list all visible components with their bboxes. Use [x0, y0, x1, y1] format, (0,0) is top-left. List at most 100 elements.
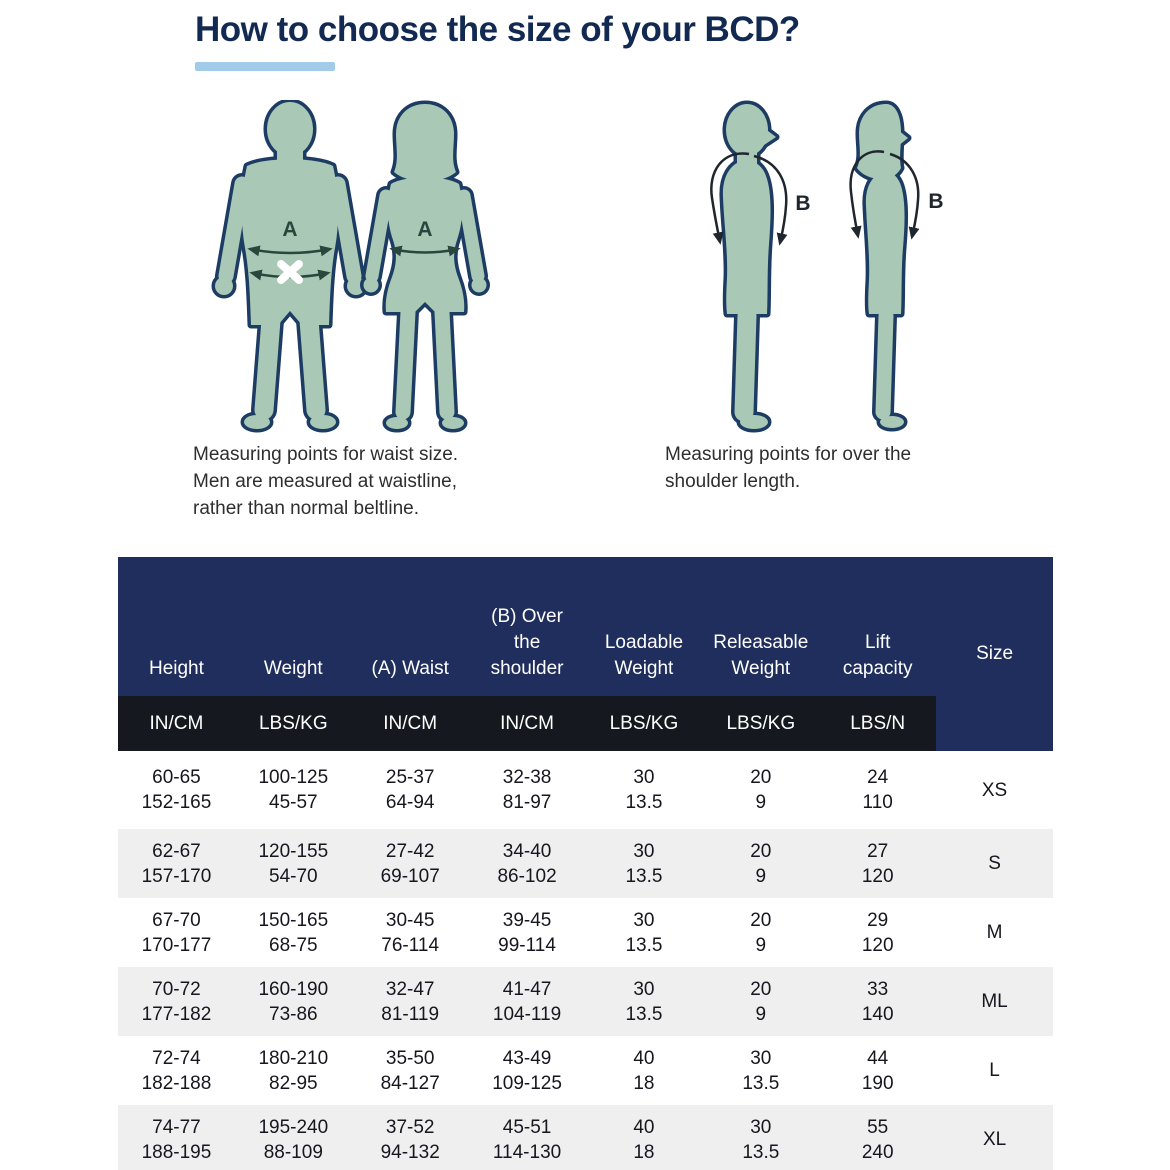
table-row: 74-77 188-195 195-240 88-109 37-52 94-132 45-5…	[118, 1105, 1053, 1170]
units-row: IN/CM LBS/KG IN/CM IN/CM LBS/KG LBS/KG L…	[118, 696, 1053, 751]
size-cell: XL	[982, 1129, 1007, 1150]
table-cell: 35-50 84-127	[380, 1047, 440, 1094]
column-header-lift-capacity: Lift capacity	[819, 557, 937, 696]
table-cell: 25-37 64-94	[385, 767, 435, 813]
unit-header-lift-capacity: LBS/N	[819, 696, 937, 751]
waist-figures-illustration: A A	[211, 100, 490, 433]
table-cell: 20 9	[750, 767, 772, 813]
waist-label-a-female: A	[417, 218, 432, 241]
table-cell: 30 13.5	[625, 840, 663, 887]
unit-header-loadable-weight: LBS/KG	[585, 696, 703, 751]
female-front-figure-fill	[363, 104, 487, 429]
table-cell: 67-70 170-177	[141, 909, 212, 956]
table-cell: 120-155 54-70	[258, 840, 329, 887]
waist-measure-figure: A A	[190, 100, 520, 437]
table-cell: 20 9	[750, 978, 772, 1025]
table-cell: 100-125 45-57	[258, 767, 329, 813]
caption-shoulder: Measuring points for over the shoulder l…	[665, 441, 975, 495]
title-underline	[195, 62, 335, 71]
shoulder-arc-front-male	[753, 154, 788, 246]
table-cell: 180-210 82-95	[258, 1047, 329, 1094]
table-cell: 20 9	[750, 840, 772, 887]
waist-label-a-male: A	[282, 218, 297, 241]
column-header-waist: (A) Waist	[351, 557, 469, 696]
unit-header-releasable-weight: LBS/KG	[702, 696, 820, 751]
caption-waist-line: Measuring points for waist size.	[193, 444, 459, 465]
table-row: 60-65 152-165 100-125 45-57 25-37 64-94 32-38 8…	[118, 751, 1053, 829]
table-cell: 27-42 69-107	[380, 840, 440, 887]
column-header-row: Height Weight (A) Waist (B) Over the sho…	[118, 557, 1053, 751]
shoulder-label-b-female: B	[928, 190, 943, 213]
table-cell: 30 13.5	[742, 1116, 780, 1163]
table-cell: 37-52 94-132	[380, 1116, 440, 1163]
column-header-size: Size	[936, 557, 1053, 751]
male-side-figure-fill	[722, 104, 776, 429]
table-cell: 27 120	[861, 840, 894, 887]
table-row: 72-74 182-188 180-210 82-95 35-50 84-127 43-49…	[118, 1036, 1053, 1105]
table-cell: 70-72 177-182	[141, 978, 212, 1025]
table-cell: 40 18	[633, 1047, 655, 1094]
table-row: 70-72 177-182 160-190 73-86 32-47 81-119 41-47…	[118, 967, 1053, 1036]
caption-shoulder-line: shoulder length.	[665, 471, 801, 492]
table-cell: 34-40 86-102	[497, 840, 557, 887]
column-header-height: Height	[118, 557, 235, 696]
table-cell: 30 13.5	[625, 767, 663, 813]
shoulder-measure-figure: B B	[650, 100, 980, 437]
table-cell: 32-47 81-119	[381, 978, 440, 1025]
table-cell: 45-51 114-130	[492, 1116, 562, 1163]
waist-arrow-male	[247, 245, 333, 257]
page-title: How to choose the size of your BCD?	[195, 10, 800, 49]
caption-waist: Measuring points for waist size. Men are…	[193, 441, 533, 522]
size-cell: M	[986, 922, 1003, 943]
table-cell: 74-77 188-195	[141, 1116, 212, 1163]
column-header-releasable-weight: Releasable Weight	[702, 557, 820, 696]
unit-header-weight: LBS/KG	[234, 696, 352, 751]
table-cell: 24 110	[862, 767, 893, 813]
shoulder-figures-illustration: B B	[710, 100, 944, 433]
unit-header-shoulder: IN/CM	[468, 696, 586, 751]
table-cell: 41-47 104-119	[492, 978, 562, 1025]
size-cell: L	[989, 1060, 1000, 1081]
table-cell: 62-67 157-170	[141, 840, 212, 887]
table-cell: 30 13.5	[625, 978, 663, 1025]
table-cell: 30-45 76-114	[381, 909, 440, 956]
caption-waist-line: Men are measured at waistline,	[193, 471, 458, 492]
shoulder-arc-front-female	[889, 152, 920, 240]
table-cell: 195-240 88-109	[258, 1116, 329, 1163]
table-cell: 150-165 68-75	[258, 909, 329, 956]
table-cell: 160-190 73-86	[258, 978, 329, 1025]
shoulder-arc-back-female	[849, 150, 885, 239]
waist-arrow-female	[389, 245, 461, 257]
table-cell: 30 13.5	[625, 909, 663, 956]
table-row: 62-67 157-170 120-155 54-70 27-42 69-107 34-40…	[118, 829, 1053, 898]
male-front-figure-fill	[215, 102, 365, 429]
unit-header-waist: IN/CM	[351, 696, 469, 751]
table-cell: 55 240	[861, 1116, 894, 1163]
table-cell: 72-74 182-188	[141, 1047, 212, 1094]
table-cell: 32-38 81-97	[502, 767, 552, 813]
table-cell: 20 9	[750, 909, 772, 956]
shoulder-label-b-male: B	[795, 192, 810, 215]
beltline-x-icon	[277, 260, 303, 284]
column-header-loadable-weight: Loadable Weight	[585, 557, 703, 696]
caption-shoulder-line: Measuring points for over the	[665, 444, 912, 465]
size-cell: XS	[981, 779, 1008, 801]
unit-header-height: IN/CM	[118, 696, 235, 751]
table-row: 67-70 170-177 150-165 68-75 30-45 76-114 39-45…	[118, 898, 1053, 967]
size-cell: S	[988, 853, 1001, 874]
size-table: Height Weight (A) Waist (B) Over the sho…	[118, 557, 1053, 1170]
table-cell: 29 120	[861, 909, 894, 956]
size-table-head: Height Weight (A) Waist (B) Over the sho…	[118, 557, 1053, 751]
table-cell: 60-65 152-165	[141, 767, 212, 813]
table-cell: 44 190	[861, 1047, 894, 1094]
table-cell: 39-45 99-114	[498, 909, 556, 956]
table-body: 60-65 152-165 100-125 45-57 25-37 64-94 32-38 8…	[118, 751, 1053, 1170]
table-cell: 40 18	[633, 1116, 655, 1163]
table-cell: 33 140	[861, 978, 894, 1025]
shoulder-arc-back-male	[710, 152, 750, 245]
caption-waist-line: rather than normal beltline.	[193, 498, 420, 519]
column-header-shoulder: (B) Over the shoulder	[468, 557, 586, 696]
column-header-weight: Weight	[234, 557, 352, 696]
table-cell: 43-49 109-125	[492, 1047, 562, 1094]
